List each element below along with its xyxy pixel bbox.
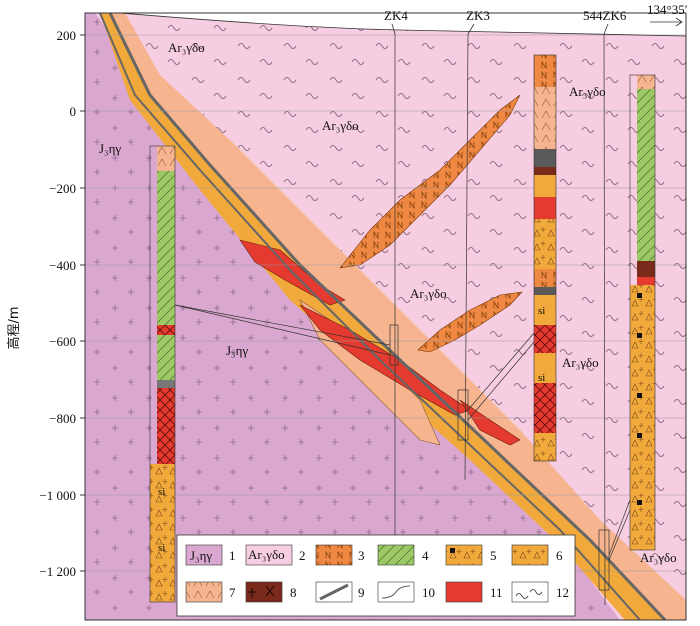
legend-number: 9: [358, 585, 365, 600]
legend-item-3: 3: [315, 544, 365, 566]
direction-arrow: [650, 17, 683, 27]
legend: J₃ηγ 1 Ar₃γδo 2 3 4 5 6: [176, 534, 576, 617]
fault-line-upper: [108, 13, 667, 620]
legend-item-5: 5: [445, 544, 497, 566]
legend-number: 12: [556, 585, 569, 600]
legend-number: 3: [358, 548, 365, 563]
drillhole-zk3: ZK3: [457, 8, 490, 481]
dark-orange-dike-2-texture: [418, 292, 522, 352]
column-log-544zk6: [629, 74, 656, 551]
legend-item-7: 7: [185, 581, 236, 603]
y-tick-label: −800: [49, 411, 76, 426]
rock-label-ar: Ar₃γδo: [640, 550, 677, 565]
legend-number: 8: [290, 585, 297, 600]
rock-label-ar: Ar₃γδo: [562, 355, 599, 370]
fault-line-lower: [99, 13, 641, 620]
legend-number: 11: [490, 585, 503, 600]
si-label: si: [158, 542, 165, 554]
legend-number: 10: [422, 585, 435, 600]
drillhole-544zk6: 544ZK6: [583, 8, 627, 606]
y-tick-label: −1 200: [39, 564, 76, 579]
column-log-zk3: si si: [533, 54, 557, 462]
si-label: si: [158, 486, 165, 498]
si-label: si: [538, 305, 545, 317]
salmon-alteration-band: [110, 13, 686, 620]
y-tick-label: −200: [49, 181, 76, 196]
legend-item-9: 9: [315, 581, 365, 603]
legend-item-10: 10: [377, 581, 435, 603]
si-label: si: [538, 372, 545, 384]
drillhole-label: ZK4: [384, 8, 408, 23]
y-tick-label: 200: [57, 28, 77, 43]
y-tick-label: −600: [49, 334, 76, 349]
column-log-left: si si: [149, 145, 176, 603]
legend-number: 1: [229, 548, 236, 563]
y-tick-label: 0: [70, 104, 77, 119]
rock-label-ar: Ar₃γδo: [569, 84, 606, 99]
rock-label-j: J₃ηγ: [99, 141, 121, 156]
legend-item-11: 11: [445, 581, 503, 603]
legend-number: 6: [556, 548, 563, 563]
leader-lines: [174, 304, 631, 561]
topography-line: [119, 12, 687, 37]
plot-frame: [84, 12, 687, 621]
legend-item-2: Ar₃γδo 2: [245, 544, 306, 566]
rock-label-j: J₃ηγ: [226, 343, 248, 358]
legend-symbol-text: J₃ηγ: [190, 548, 212, 563]
legend-item-12: 12: [511, 581, 569, 603]
y-tick-label: −1 000: [39, 488, 76, 503]
longitude-label: 134°35′: [647, 2, 688, 17]
rock-label-ar: Ar₃γδo: [322, 118, 359, 133]
drillhole-label: 544ZK6: [583, 8, 627, 23]
legend-symbol-text: Ar₃γδo: [248, 547, 285, 562]
y-tick-label: −400: [49, 258, 76, 273]
dark-orange-dike-1-texture: [340, 95, 520, 268]
legend-number: 5: [490, 548, 497, 563]
legend-item-1: J₃ηγ 1: [185, 544, 236, 566]
drillhole-label: ZK3: [466, 8, 490, 23]
y-axis-label: 高程/m: [6, 306, 22, 349]
legend-item-4: 4: [377, 544, 429, 566]
rock-label-ar: Ar₃γδo: [168, 40, 205, 55]
legend-number: 2: [299, 548, 306, 563]
rock-label-ar: Ar₃γδo: [410, 286, 447, 301]
legend-number: 7: [229, 585, 236, 600]
y-axis: 200 0 −200 −400 −600 −800 −1 000 −1 200 …: [6, 28, 85, 579]
legend-item-6: 6: [511, 544, 563, 566]
legend-number: 4: [422, 548, 429, 563]
legend-item-8: 8: [245, 581, 297, 603]
